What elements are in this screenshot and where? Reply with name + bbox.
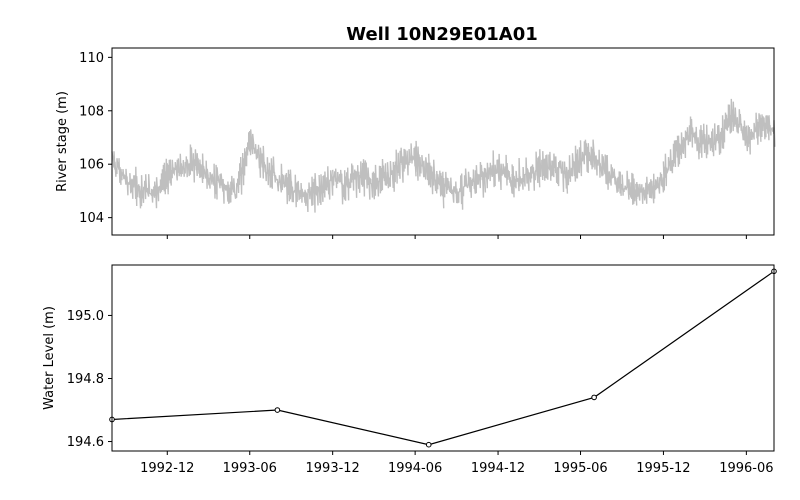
river-stage-ytick-label: 104	[79, 211, 104, 226]
river-stage-axes-frame	[111, 47, 775, 236]
river-stage-ytick-label: 108	[79, 104, 104, 119]
water-level-ytick-label: 195.0	[67, 309, 104, 324]
xtick-label: 1994-12	[471, 461, 525, 476]
xtick-label: 1995-12	[636, 461, 690, 476]
water-level-series	[109, 268, 777, 448]
river-stage-line	[111, 98, 776, 213]
water-level-panel: 194.6 194.8 195.0 1992-12 1993-06 1993-12 199…	[42, 264, 777, 476]
water-level-ytick-label: 194.6	[67, 435, 104, 450]
water-level-point	[591, 394, 597, 401]
xtick-label: 1994-06	[388, 461, 442, 476]
xtick-label: 1996-06	[719, 461, 773, 476]
water-level-axes-frame	[111, 264, 775, 452]
water-level-line	[111, 270, 775, 446]
xtick-label: 1993-06	[223, 461, 277, 476]
xtick-label: 1992-12	[140, 461, 194, 476]
water-level-point	[274, 407, 281, 413]
river-stage-ytick-label: 110	[79, 51, 104, 66]
chart-title: Well 10N29E01A01	[346, 24, 538, 45]
water-level-point	[425, 441, 432, 448]
xtick-label: 1993-12	[306, 461, 360, 476]
water-level-ytick-label: 194.8	[67, 372, 104, 387]
river-stage-series	[111, 98, 776, 213]
river-stage-ylabel: River stage (m)	[55, 91, 70, 192]
river-stage-ytick-label: 106	[79, 158, 104, 173]
water-level-ylabel: Water Level (m)	[42, 306, 57, 410]
xtick-label: 1995-06	[553, 461, 607, 476]
river-stage-panel: 104 106 108 110 River stage (m)	[55, 47, 776, 239]
